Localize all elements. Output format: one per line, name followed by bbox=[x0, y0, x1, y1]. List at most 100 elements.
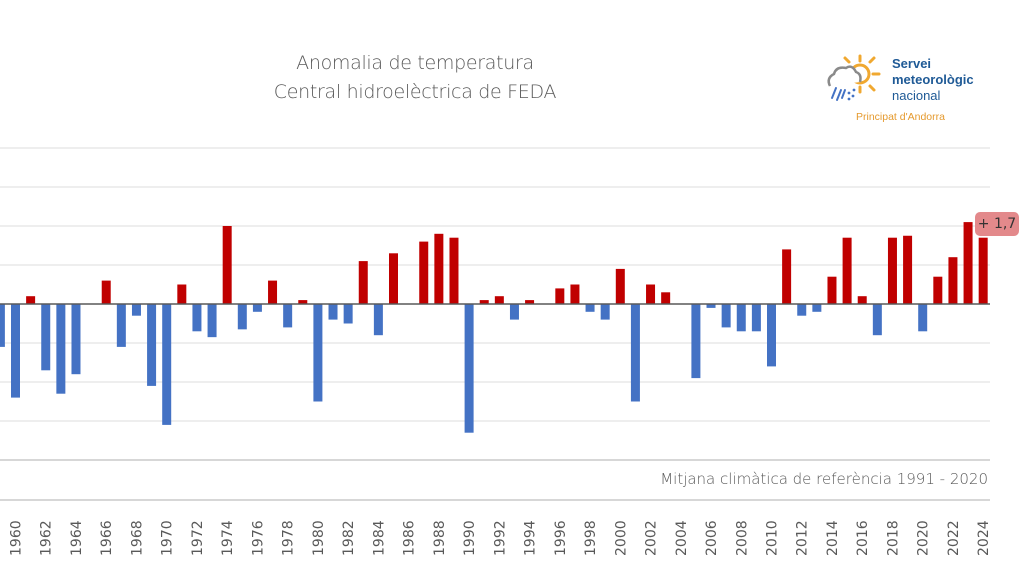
x-tick-label: 1988 bbox=[432, 520, 448, 556]
x-tick-label: 1978 bbox=[281, 520, 297, 556]
bar-1980 bbox=[313, 304, 323, 402]
bar-2005 bbox=[691, 304, 701, 379]
x-tick-label: 2000 bbox=[613, 520, 629, 556]
bar-1968 bbox=[131, 304, 141, 316]
x-tick-label: 2008 bbox=[734, 520, 750, 556]
bar-1988 bbox=[434, 233, 444, 304]
x-tick-label: 2004 bbox=[674, 520, 690, 556]
x-tick-label: 1992 bbox=[492, 520, 508, 556]
bar-1999 bbox=[600, 304, 610, 320]
bar-2006 bbox=[706, 304, 716, 308]
bar-1998 bbox=[585, 304, 595, 312]
x-tick-label: 2022 bbox=[946, 520, 962, 556]
bar-1961 bbox=[26, 296, 36, 304]
bar-1984 bbox=[373, 304, 383, 336]
logo-line-2: meteorològic bbox=[892, 72, 974, 87]
bar-2013 bbox=[812, 304, 822, 312]
logo-line-1: Servei bbox=[892, 56, 932, 71]
bar-1997 bbox=[570, 284, 580, 304]
logo-subtitle: Principat d'Andorra bbox=[856, 111, 945, 123]
x-tick-label: 1960 bbox=[9, 520, 25, 556]
x-tick-label: 1968 bbox=[129, 520, 145, 556]
bar-1976 bbox=[252, 304, 262, 312]
x-tick-label: 1982 bbox=[341, 520, 357, 556]
bar-2024 bbox=[978, 237, 988, 304]
bar-2014 bbox=[827, 276, 837, 304]
x-tick-label: 2014 bbox=[825, 520, 841, 556]
bar-2008 bbox=[736, 304, 746, 332]
bar-1994 bbox=[525, 300, 535, 304]
x-tick-label: 1998 bbox=[583, 520, 599, 556]
bar-2018 bbox=[887, 237, 897, 304]
x-tick-label: 2020 bbox=[916, 520, 932, 556]
bar-2016 bbox=[857, 296, 867, 304]
bar-1992 bbox=[494, 296, 504, 304]
x-tick-label: 2016 bbox=[855, 520, 871, 556]
bar-2001 bbox=[630, 304, 640, 402]
bar-1989 bbox=[449, 237, 459, 304]
x-tick-label: 2018 bbox=[885, 520, 901, 556]
x-tick-label: 1966 bbox=[99, 520, 115, 556]
weather-logo-icon bbox=[827, 54, 881, 101]
x-tick-label: 1980 bbox=[311, 520, 327, 556]
x-tick-label: 2012 bbox=[795, 520, 811, 556]
bar-1983 bbox=[358, 261, 368, 304]
bar-2000 bbox=[615, 268, 625, 304]
bar-1960 bbox=[11, 304, 20, 398]
bar-1962 bbox=[41, 304, 51, 371]
bar-1971 bbox=[177, 284, 187, 304]
annotation-2024: + 1,7 bbox=[975, 212, 1019, 236]
bar-1959 bbox=[0, 304, 5, 347]
bar-1993 bbox=[509, 304, 519, 320]
bar-1979 bbox=[298, 300, 308, 304]
bar-1975 bbox=[237, 304, 247, 330]
x-tick-label: 1986 bbox=[402, 520, 418, 556]
x-tick-label: 1962 bbox=[39, 520, 55, 556]
x-tick-label: 1972 bbox=[190, 520, 206, 556]
x-tick-label: 1964 bbox=[69, 520, 85, 556]
bar-1996 bbox=[555, 288, 565, 304]
x-tick-label: 2002 bbox=[644, 520, 660, 556]
bar-1982 bbox=[343, 304, 353, 324]
bar-2009 bbox=[751, 304, 761, 332]
bar-2023 bbox=[963, 222, 973, 304]
chart-title: Anomalia de temperatura bbox=[296, 52, 534, 74]
x-tick-label: 1990 bbox=[462, 520, 478, 556]
bar-2019 bbox=[903, 235, 913, 304]
bar-1967 bbox=[116, 304, 126, 347]
bar-1974 bbox=[222, 226, 232, 304]
bar-2010 bbox=[767, 304, 776, 367]
bar-1973 bbox=[207, 304, 217, 338]
bar-1972 bbox=[192, 304, 202, 332]
bar-1985 bbox=[389, 253, 398, 304]
bar-2002 bbox=[646, 284, 656, 304]
bar-1987 bbox=[419, 241, 429, 304]
bar-1970 bbox=[162, 304, 172, 425]
x-tick-label: 1970 bbox=[160, 520, 176, 556]
logo-line-3: nacional bbox=[892, 88, 941, 103]
x-tick-label: 1984 bbox=[371, 520, 387, 556]
bar-1966 bbox=[101, 280, 111, 304]
bar-1981 bbox=[328, 304, 338, 320]
bar-2021 bbox=[933, 276, 943, 304]
bar-1963 bbox=[56, 304, 66, 394]
bar-2007 bbox=[721, 304, 731, 328]
chart-subtitle: Central hidroelèctrica de FEDA bbox=[273, 81, 557, 103]
bar-2022 bbox=[948, 257, 958, 304]
bar-2020 bbox=[918, 304, 928, 332]
bar-2015 bbox=[842, 237, 852, 304]
bar-2012 bbox=[797, 304, 807, 316]
reference-period-note: Mitjana climàtica de referència 1991 - 2… bbox=[660, 470, 988, 488]
bar-1969 bbox=[147, 304, 157, 386]
bar-1978 bbox=[283, 304, 293, 328]
bar-2017 bbox=[872, 304, 882, 336]
bar-1991 bbox=[479, 300, 489, 304]
x-tick-label: 2010 bbox=[765, 520, 781, 556]
bar-2003 bbox=[661, 292, 671, 304]
x-tick-label: 1994 bbox=[523, 520, 539, 556]
bar-1990 bbox=[464, 304, 474, 433]
bar-1977 bbox=[268, 280, 278, 304]
bar-1964 bbox=[71, 304, 81, 375]
x-tick-label: 1996 bbox=[553, 520, 569, 556]
x-tick-label: 1976 bbox=[250, 520, 266, 556]
